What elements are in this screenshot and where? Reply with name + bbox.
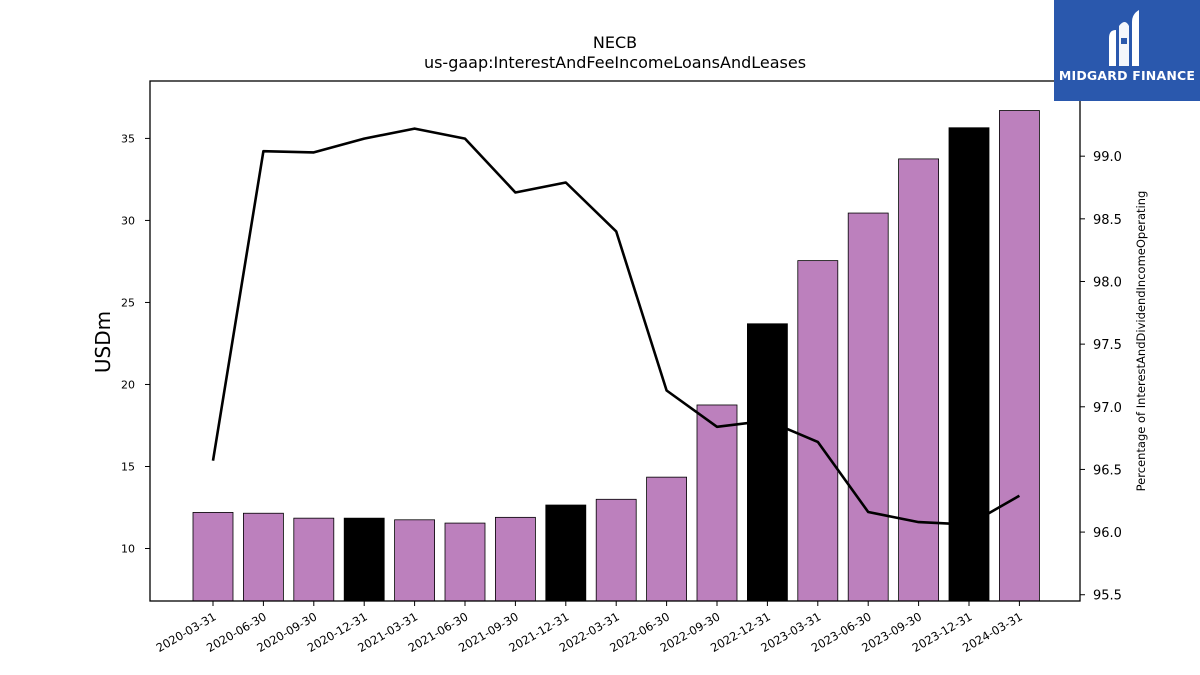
bar xyxy=(242,512,284,602)
bar xyxy=(999,110,1040,602)
y2-tick-label: 96.0 xyxy=(1093,526,1122,541)
bar xyxy=(444,522,486,602)
y2-tick-label: 98.5 xyxy=(1093,213,1122,228)
midgard-finance-logo: MIDGARD FINANCE xyxy=(1054,0,1200,101)
logo-mark-icon xyxy=(1109,10,1139,66)
bar xyxy=(293,517,335,602)
bar xyxy=(545,504,587,602)
y2-tick-label: 97.0 xyxy=(1093,401,1122,416)
y-tick-label: 25 xyxy=(121,296,135,309)
bar xyxy=(394,519,436,602)
y-tick-label: 35 xyxy=(121,132,135,145)
y2-tick-label: 99.0 xyxy=(1093,150,1122,165)
bar xyxy=(747,323,788,602)
y-axis-label: USDm xyxy=(91,311,115,373)
x-axis: 2020-03-312020-06-302020-09-302020-12-31… xyxy=(154,601,1025,655)
chart-subtitle: us-gaap:InterestAndFeeIncomeLoansAndLeas… xyxy=(424,53,806,72)
bar-series xyxy=(192,110,1040,602)
y2-axis-label: Percentage of InterestAndDividendIncomeO… xyxy=(1134,191,1148,492)
y-tick-label: 30 xyxy=(121,214,135,227)
bar xyxy=(595,498,637,602)
plot-frame xyxy=(149,80,1081,602)
left-axis: 10 15 20 25 30 35 xyxy=(121,132,150,556)
bar xyxy=(948,127,990,602)
y-tick-label: 15 xyxy=(121,460,135,473)
bar xyxy=(192,512,234,602)
y2-tick-label: 97.5 xyxy=(1093,338,1122,353)
bar xyxy=(847,212,889,602)
bar xyxy=(797,260,839,602)
y2-tick-label: 96.5 xyxy=(1093,463,1122,478)
chart-title: NECB xyxy=(593,33,637,52)
bar xyxy=(898,158,939,602)
y-tick-label: 20 xyxy=(121,378,135,391)
bar xyxy=(646,476,687,602)
y-tick-label: 10 xyxy=(121,543,135,556)
percentage-line xyxy=(211,127,1021,526)
logo-text: MIDGARD FINANCE xyxy=(1058,68,1196,83)
bar xyxy=(494,516,536,602)
y2-tick-label: 95.5 xyxy=(1093,589,1122,604)
right-axis: 95.5 96.0 96.5 97.0 97.5 98.0 98.5 99.0 xyxy=(1080,150,1122,604)
y2-tick-label: 98.0 xyxy=(1093,275,1122,290)
bar xyxy=(343,517,385,602)
bar xyxy=(696,404,738,602)
